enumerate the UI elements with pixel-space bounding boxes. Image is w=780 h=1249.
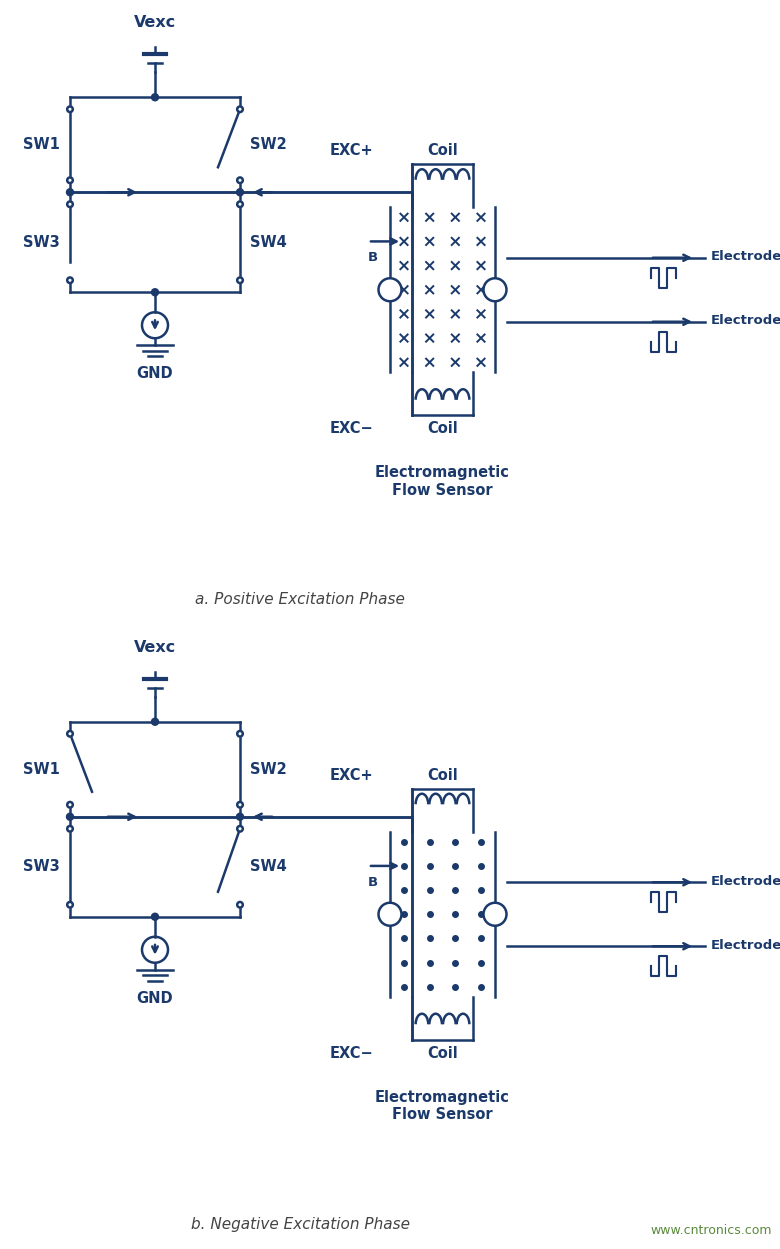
Text: www.cntronics.com: www.cntronics.com [651,1224,772,1237]
Circle shape [151,289,158,296]
Text: b. Negative Excitation Phase: b. Negative Excitation Phase [190,1217,410,1232]
Text: EXC+: EXC+ [330,144,374,159]
Circle shape [67,106,73,112]
Text: SW4: SW4 [250,859,287,874]
Text: B: B [368,876,378,889]
Text: EXC+: EXC+ [330,768,374,783]
Circle shape [237,277,243,284]
Circle shape [67,277,73,284]
Circle shape [236,189,243,196]
Text: GND: GND [136,366,173,381]
Text: SW1: SW1 [23,762,60,777]
Text: SW2: SW2 [250,762,287,777]
Circle shape [237,902,243,908]
Text: Electrode−: Electrode− [711,315,780,327]
Circle shape [67,902,73,908]
Text: a. Positive Excitation Phase: a. Positive Excitation Phase [195,592,405,607]
Circle shape [237,177,243,184]
Circle shape [237,201,243,207]
Circle shape [67,731,73,737]
Text: Electrode+: Electrode+ [711,250,780,264]
Text: GND: GND [136,990,173,1005]
Text: Coil: Coil [427,1045,458,1060]
Text: Vexc: Vexc [134,639,176,654]
Text: Electromagnetic
Flow Sensor: Electromagnetic Flow Sensor [375,1089,510,1122]
Text: Electromagnetic
Flow Sensor: Electromagnetic Flow Sensor [375,465,510,497]
Circle shape [237,731,243,737]
Circle shape [151,94,158,101]
Circle shape [67,177,73,184]
Circle shape [378,279,402,301]
Text: EXC−: EXC− [330,1045,374,1060]
Text: SW1: SW1 [23,137,60,152]
Circle shape [67,802,73,808]
Circle shape [237,826,243,832]
Circle shape [484,279,506,301]
Text: Electrode+: Electrode+ [711,874,780,888]
Circle shape [378,903,402,926]
Text: Coil: Coil [427,768,458,783]
Text: B: B [368,251,378,265]
Circle shape [237,106,243,112]
Text: Electrode−: Electrode− [711,939,780,952]
Circle shape [151,913,158,921]
Text: SW2: SW2 [250,137,287,152]
Text: Vexc: Vexc [134,15,176,30]
Circle shape [484,903,506,926]
Text: Coil: Coil [427,421,458,436]
Text: EXC−: EXC− [330,421,374,436]
Circle shape [151,718,158,726]
Text: SW3: SW3 [23,859,60,874]
Text: SW4: SW4 [250,235,287,250]
Circle shape [66,813,73,821]
Text: Coil: Coil [427,144,458,159]
Circle shape [66,189,73,196]
Circle shape [236,813,243,821]
Circle shape [67,826,73,832]
Circle shape [67,201,73,207]
Text: SW3: SW3 [23,235,60,250]
Circle shape [237,802,243,808]
